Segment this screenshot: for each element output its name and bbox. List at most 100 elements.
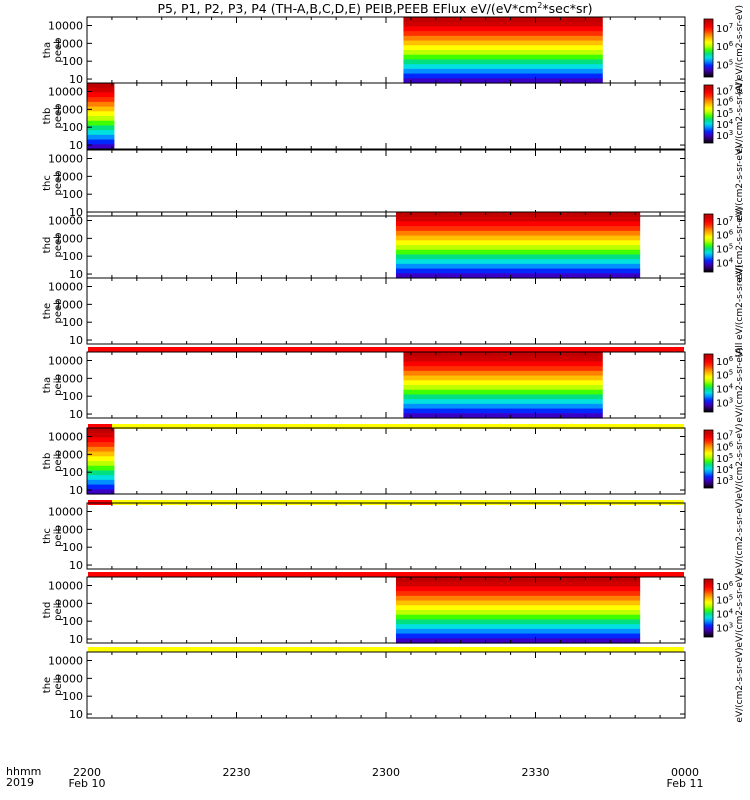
- spectrogram-band: [87, 465, 115, 472]
- spectrogram-band: [403, 26, 603, 32]
- panel-frame: [86, 651, 686, 719]
- colorbar: [703, 18, 714, 78]
- spectrogram-band: [395, 581, 641, 588]
- spectrogram-band: [87, 106, 115, 112]
- panel-probe-label: tha: [42, 42, 53, 58]
- spectrogram-band: [395, 216, 641, 223]
- flag-bar-yellow: [112, 424, 684, 429]
- panel-probe-label: thd: [42, 237, 53, 254]
- y-tick-label: 100: [62, 188, 83, 201]
- spectrogram-band: [403, 78, 603, 84]
- y-tick-label: 10: [69, 73, 83, 86]
- colorbar: [703, 213, 714, 273]
- colorbar-unit-label: eV/(cm2-s-sr-eV): [735, 423, 745, 498]
- colorbar-unit-label: eV/(cm2-s-sr-eV): [735, 78, 745, 153]
- panel-instrument-label: peib: [53, 374, 64, 396]
- spectrogram-band: [403, 17, 603, 23]
- spectrogram-band: [395, 638, 641, 644]
- x-tick-date-label: Feb 10: [69, 777, 106, 790]
- spectrogram-band: [87, 111, 115, 117]
- spectrogram-band: [87, 144, 115, 150]
- flag-bar-yellow: [88, 647, 684, 652]
- spectrogram-band: [403, 352, 603, 358]
- spectrogram-band: [395, 212, 641, 218]
- panel-probe-label: the: [42, 677, 53, 693]
- y-tick-label: 10: [69, 408, 83, 421]
- y-tick-label: 1000: [55, 37, 83, 50]
- colorbar-unit-label: (Al eV/(cm2-s-sr-eV): [735, 5, 745, 95]
- panel-frame: [86, 277, 686, 345]
- x-tick-label: 2230: [223, 766, 251, 779]
- y-tick-label: 10000: [48, 506, 83, 519]
- spectrogram-band: [87, 437, 115, 443]
- spectrogram-band: [395, 586, 641, 592]
- y-tick-label: 100: [62, 690, 83, 703]
- y-tick-label: 10000: [48, 86, 83, 99]
- y-tick-label: 1000: [55, 672, 83, 685]
- spectrogram-band: [403, 375, 603, 381]
- spectrogram-band: [403, 361, 603, 367]
- spectrogram-band: [395, 610, 641, 616]
- spectrogram-band: [87, 125, 115, 131]
- y-tick-label: 10: [69, 484, 83, 497]
- colorbar-tick-label: 104: [716, 383, 734, 396]
- y-tick-label: 100: [62, 466, 83, 479]
- spectrogram-band: [87, 428, 115, 434]
- spectrogram-band: [87, 139, 115, 145]
- spectrogram-band: [87, 134, 115, 141]
- colorbar-tick-label: 107: [716, 215, 733, 228]
- colorbar-tick-label: 106: [716, 580, 734, 593]
- spectrogram-band: [87, 92, 115, 98]
- y-tick-label: 1000: [55, 523, 83, 536]
- spectrogram-band: [395, 249, 641, 256]
- y-tick-label: 100: [62, 390, 83, 403]
- panel-instrument-label: peeb: [53, 233, 64, 258]
- x-tick-label: 2330: [522, 766, 550, 779]
- spectrogram-band: [87, 479, 115, 486]
- spectrogram-band: [403, 366, 603, 372]
- spectrogram-band: [87, 101, 115, 108]
- y-tick-label: 10000: [48, 281, 83, 294]
- y-tick-label: 1000: [55, 103, 83, 116]
- spectrogram-band: [403, 68, 603, 75]
- spectrogram-band: [403, 73, 603, 79]
- spectrogram-band: [395, 591, 641, 597]
- panel-thc-peeb: 10 100 1000 10000 thc peeb eV/(cm2-s-sr-eV): [42, 145, 745, 220]
- colorbar-tick-label: 104: [716, 256, 734, 269]
- spectrogram-band: [395, 221, 641, 227]
- panel-probe-label: tha: [42, 377, 53, 393]
- panel-the-peib: 10 100 1000 10000 the peib eV/(cm2-s-sr-eV): [42, 647, 745, 722]
- spectrogram-band: [395, 230, 641, 237]
- panel-instrument-label: peib: [53, 599, 64, 621]
- spectrogram-band: [395, 245, 641, 251]
- spectrogram-band: [87, 130, 115, 136]
- colorbar-tick-label: 103: [716, 621, 733, 634]
- spectrogram-band: [395, 619, 641, 625]
- colorbar-unit-label: (All eV/(cm2-s-sr-eV): [735, 265, 745, 358]
- panel-probe-label: thd: [42, 602, 53, 619]
- panel-probe-label: thb: [42, 453, 53, 470]
- spectrogram-band: [87, 446, 115, 453]
- spectrogram-band: [87, 484, 115, 490]
- spectrogram-band: [395, 600, 641, 606]
- y-tick-label: 10: [69, 708, 83, 721]
- spectrogram-band: [395, 263, 641, 270]
- spectrogram-band: [403, 64, 603, 70]
- panel-frame: [86, 502, 686, 570]
- y-tick-label: 1000: [55, 232, 83, 245]
- spectrogram-band: [395, 624, 641, 630]
- y-tick-label: 10: [69, 268, 83, 281]
- spectrogram-band: [403, 21, 603, 28]
- colorbar: [703, 84, 714, 144]
- spectrogram-band: [87, 451, 115, 457]
- y-tick-label: 10000: [48, 655, 83, 668]
- spectrogram-band: [403, 380, 603, 386]
- spectrogram-band: [403, 394, 603, 400]
- spectrogram-band: [395, 605, 641, 611]
- colorbar-tick-label: 103: [716, 129, 733, 142]
- colorbar-tick-label: 106: [716, 40, 734, 53]
